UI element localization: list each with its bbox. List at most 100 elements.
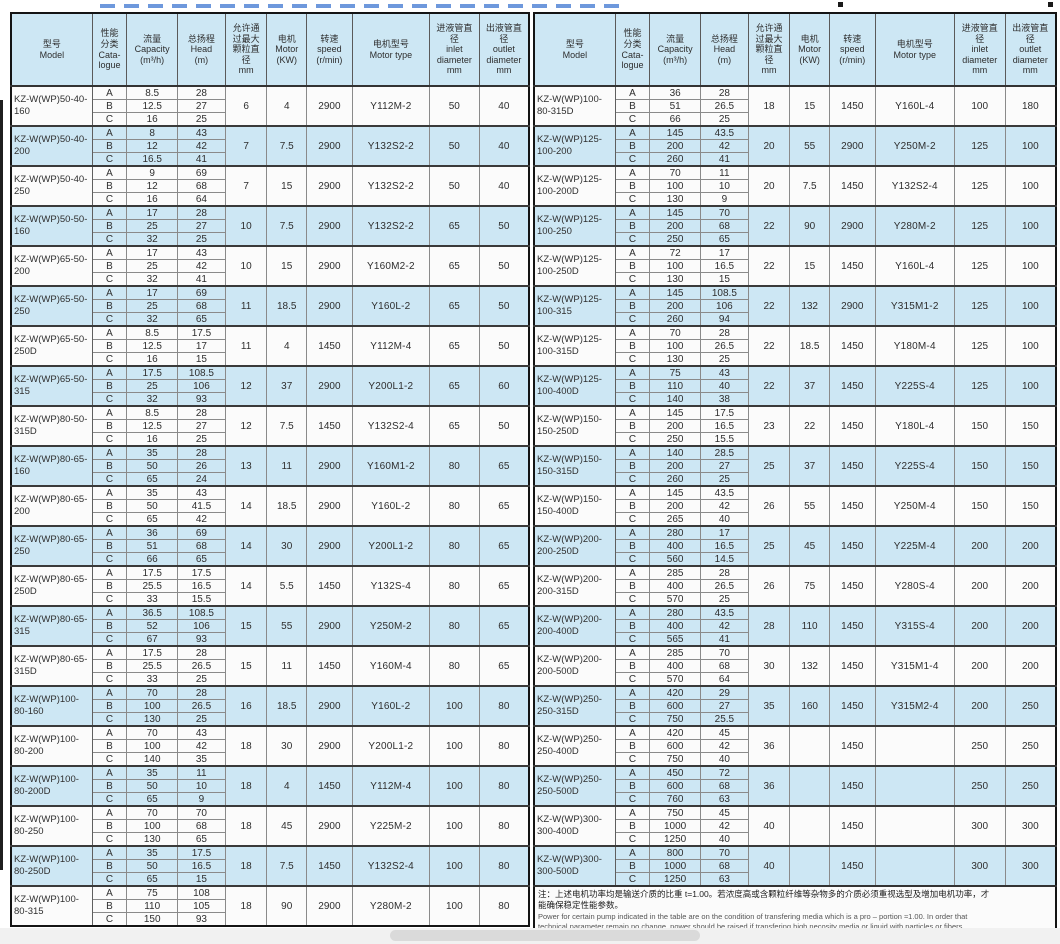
head-cell: 27 [177, 99, 226, 113]
table-row: KZ-W(WP)100-80-200D A 35 11 18 4 1450 Y112M-4 10… [10, 765, 530, 807]
head-cell: 38 [700, 392, 749, 407]
motor-cell: 55 [266, 605, 308, 647]
clipped-title-dot [1048, 2, 1053, 7]
speed-cell: 1450 [828, 725, 876, 767]
horizontal-scrollbar-thumb[interactable] [390, 930, 700, 941]
catalogue-cell: A [91, 285, 128, 300]
model-cell: KZ-W(WP)200-200-315D [533, 565, 616, 607]
head-cell: 93 [177, 632, 226, 647]
inlet-cell: 125 [953, 205, 1006, 247]
capacity-cell: 12.5 [126, 99, 179, 113]
capacity-cell: 8 [126, 125, 179, 140]
capacity-cell: 250 [649, 232, 702, 247]
capacity-cell: 140 [126, 752, 179, 767]
capacity-cell: 50 [126, 499, 179, 513]
outlet-cell: 50 [478, 245, 530, 287]
capacity-cell: 70 [126, 685, 179, 700]
capacity-cell: 75 [126, 885, 179, 900]
capacity-cell: 565 [649, 632, 702, 647]
motor-cell: 18.5 [266, 485, 308, 527]
inlet-cell: 100 [428, 845, 480, 887]
capacity-cell: 140 [649, 392, 702, 407]
capacity-cell: 50 [126, 859, 179, 873]
table-row: KZ-W(WP)250-250-500D A 450 72 36 1450 250 250 [533, 765, 1057, 807]
outlet-cell: 40 [478, 85, 530, 127]
table-row: KZ-W(WP)125-100-200D A 70 11 20 7.5 1450 Y132S2… [533, 165, 1057, 207]
head-cell: 70 [700, 845, 749, 860]
head-cell: 45 [700, 725, 749, 740]
model-cell: KZ-W(WP)100-80-200 [10, 725, 93, 767]
model-cell: KZ-W(WP)125-100-250D [533, 245, 616, 287]
capacity-cell: 17 [126, 285, 179, 300]
col-header-head: 总扬程 Head (m) [700, 12, 749, 87]
inlet-cell: 125 [953, 165, 1006, 207]
motor-cell [789, 725, 830, 767]
speed-cell: 2900 [306, 205, 353, 247]
catalogue-cell: C [91, 592, 128, 607]
model-cell: KZ-W(WP)125-100-200D [533, 165, 616, 207]
capacity-cell: 70 [126, 725, 179, 740]
speed-cell: 2900 [306, 85, 353, 127]
capacity-cell: 65 [126, 792, 179, 807]
catalogue-cell: B [614, 699, 651, 713]
model-cell: KZ-W(WP)200-200-250D [533, 525, 616, 567]
speed-cell: 1450 [828, 605, 876, 647]
speed-cell: 1450 [306, 765, 353, 807]
model-cell: KZ-W(WP)100-80-250D [10, 845, 93, 887]
capacity-cell: 35 [126, 765, 179, 780]
table-row: KZ-W(WP)150-150-400D A 145 43.5 26 55 1450 Y250… [533, 485, 1057, 527]
motor-cell: 5.5 [266, 565, 308, 607]
table-row: KZ-W(WP)50-40-160 A 8.5 28 6 4 2900 Y112M-2 50 40 [10, 85, 530, 127]
head-cell: 15.5 [700, 432, 749, 447]
capacity-cell: 130 [126, 712, 179, 727]
col-header-particle: 允许通 过最大 颗粒直 径 mm [747, 12, 791, 87]
head-cell: 28 [177, 685, 226, 700]
col-header-catalogue: 性能 分类 Cata- logue [91, 12, 128, 87]
table-row: C 140 35 [11, 752, 529, 767]
particle-cell: 10 [224, 245, 268, 287]
particle-cell: 14 [224, 485, 268, 527]
model-cell: KZ-W(WP)80-65-200 [10, 485, 93, 527]
catalogue-cell: A [614, 165, 651, 180]
table-row: KZ-W(WP)100-80-200 A 70 43 18 30 2900 Y200L1-2 1… [10, 725, 530, 767]
capacity-cell: 50 [126, 779, 179, 793]
model-cell: KZ-W(WP)150-150-250D [533, 405, 616, 447]
capacity-cell: 280 [649, 605, 702, 620]
capacity-cell: 1250 [649, 832, 702, 847]
catalogue-cell: B [614, 579, 651, 593]
head-cell: 41 [700, 632, 749, 647]
table-row: C 260 25 [534, 472, 1056, 487]
outlet-cell: 300 [1004, 845, 1057, 887]
motor-type-cell: Y250M-4 [874, 485, 955, 527]
table-row: KZ-W(WP)125-100-250 A 145 70 22 90 2900 Y280M-2… [533, 205, 1057, 247]
head-cell: 93 [177, 392, 226, 407]
head-cell: 42 [177, 512, 226, 527]
outlet-cell: 80 [478, 725, 530, 767]
head-cell: 108 [177, 885, 226, 900]
motor-type-cell: Y200L1-2 [351, 725, 430, 767]
outlet-cell: 50 [478, 325, 530, 367]
head-cell: 108.5 [177, 365, 226, 380]
capacity-cell: 200 [649, 459, 702, 473]
head-cell: 65 [177, 832, 226, 847]
catalogue-cell: C [91, 552, 128, 567]
catalogue-cell: C [91, 792, 128, 807]
catalogue-cell: A [614, 85, 651, 100]
catalogue-cell: C [91, 472, 128, 487]
inlet-cell: 125 [953, 325, 1006, 367]
model-cell: KZ-W(WP)250-250-500D [533, 765, 616, 807]
capacity-cell: 200 [649, 499, 702, 513]
head-cell: 25 [177, 712, 226, 727]
capacity-cell: 450 [649, 765, 702, 780]
catalogue-cell: C [91, 672, 128, 687]
clipped-title-dot [838, 2, 843, 7]
table-row: KZ-W(WP)80-65-315 A 36.5 108.5 15 55 2900 Y250M… [10, 605, 530, 647]
head-cell: 41.5 [177, 499, 226, 513]
catalogue-cell: C [614, 792, 651, 807]
head-cell: 26.5 [700, 579, 749, 593]
inlet-cell: 300 [953, 845, 1006, 887]
table-row: C 130 15 [534, 272, 1056, 287]
catalogue-cell: C [91, 752, 128, 767]
capacity-cell: 35 [126, 445, 179, 460]
catalogue-cell: C [91, 392, 128, 407]
